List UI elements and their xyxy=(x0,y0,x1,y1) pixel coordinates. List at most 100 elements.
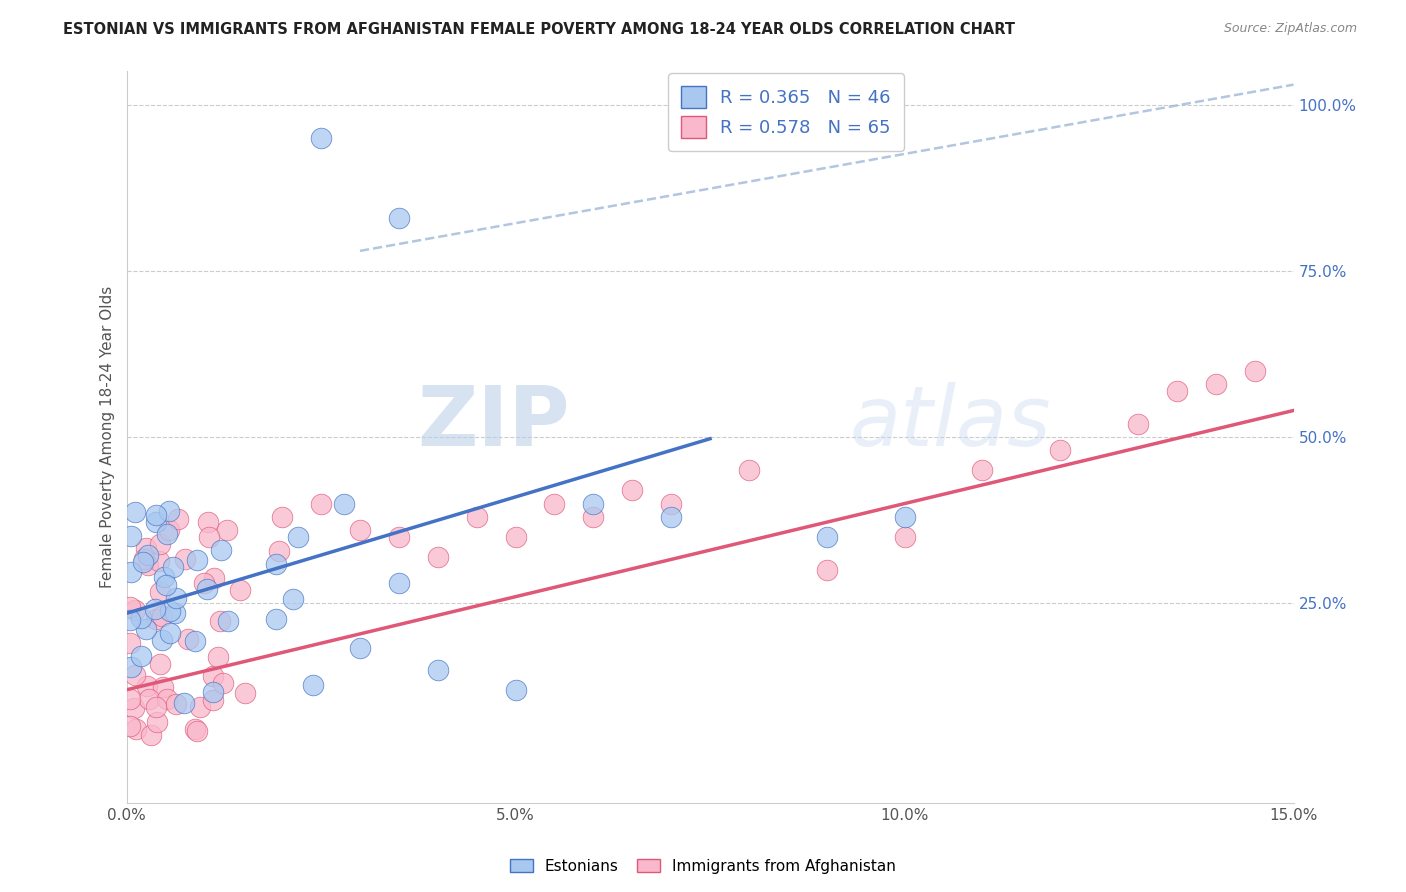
Point xyxy=(309,131,332,145)
Point xyxy=(146,715,169,730)
Point xyxy=(1049,443,1071,458)
Legend: Estonians, Immigrants from Afghanistan: Estonians, Immigrants from Afghanistan xyxy=(503,853,903,880)
Point xyxy=(893,509,915,524)
Y-axis label: Female Poverty Among 18-24 Year Olds: Female Poverty Among 18-24 Year Olds xyxy=(100,286,115,588)
Point xyxy=(1205,376,1227,391)
Point xyxy=(153,569,176,583)
Point xyxy=(202,669,225,683)
Point xyxy=(156,526,179,541)
Point xyxy=(349,640,371,655)
Point xyxy=(124,506,146,520)
Point xyxy=(131,611,153,625)
Text: Source: ZipAtlas.com: Source: ZipAtlas.com xyxy=(1223,22,1357,36)
Point xyxy=(738,463,761,477)
Point xyxy=(505,530,527,544)
Point xyxy=(135,541,157,556)
Point xyxy=(145,515,167,529)
Point xyxy=(197,530,219,544)
Point xyxy=(157,523,180,537)
Point xyxy=(136,558,159,572)
Point xyxy=(145,699,167,714)
Point xyxy=(148,554,170,568)
Point xyxy=(505,682,527,697)
Point xyxy=(426,663,449,677)
Point xyxy=(149,537,172,551)
Point xyxy=(186,552,208,566)
Point xyxy=(149,657,172,671)
Point xyxy=(302,678,325,692)
Point xyxy=(388,530,411,544)
Point xyxy=(815,530,838,544)
Point xyxy=(186,724,208,739)
Point xyxy=(156,692,179,706)
Point xyxy=(1126,417,1149,431)
Point xyxy=(152,680,174,694)
Point xyxy=(138,692,160,706)
Point xyxy=(139,727,162,741)
Text: ZIP: ZIP xyxy=(418,382,569,463)
Point xyxy=(150,608,173,623)
Point xyxy=(173,696,195,710)
Point xyxy=(388,211,411,225)
Point xyxy=(235,686,257,700)
Point xyxy=(157,503,180,517)
Text: ESTONIAN VS IMMIGRANTS FROM AFGHANISTAN FEMALE POVERTY AMONG 18-24 YEAR OLDS COR: ESTONIAN VS IMMIGRANTS FROM AFGHANISTAN … xyxy=(63,22,1015,37)
Point xyxy=(972,463,994,477)
Point xyxy=(159,625,181,640)
Point xyxy=(155,578,177,592)
Point xyxy=(120,635,142,649)
Point xyxy=(202,693,225,707)
Point xyxy=(134,552,156,566)
Point xyxy=(349,523,371,537)
Point xyxy=(287,530,309,544)
Legend: R = 0.365   N = 46, R = 0.578   N = 65: R = 0.365 N = 46, R = 0.578 N = 65 xyxy=(668,73,904,151)
Point xyxy=(582,509,605,524)
Point xyxy=(264,557,287,571)
Point xyxy=(193,576,215,591)
Point xyxy=(202,572,225,586)
Point xyxy=(122,701,145,715)
Point xyxy=(388,576,411,591)
Point xyxy=(177,632,200,647)
Point xyxy=(1166,384,1188,398)
Point xyxy=(229,583,252,598)
Point xyxy=(217,614,239,628)
Point xyxy=(264,612,287,626)
Point xyxy=(143,602,166,616)
Point xyxy=(120,692,142,706)
Point xyxy=(165,591,187,606)
Point xyxy=(135,622,157,636)
Point xyxy=(174,552,197,566)
Point xyxy=(659,497,682,511)
Point xyxy=(135,679,157,693)
Point xyxy=(145,508,167,522)
Point xyxy=(184,634,207,648)
Point xyxy=(163,606,186,620)
Point xyxy=(120,613,142,627)
Point xyxy=(281,591,304,606)
Point xyxy=(659,509,682,524)
Point xyxy=(165,697,187,711)
Point xyxy=(120,719,142,733)
Point xyxy=(125,722,148,736)
Point xyxy=(582,497,605,511)
Point xyxy=(159,605,181,619)
Point xyxy=(195,582,218,596)
Point xyxy=(184,722,207,736)
Point xyxy=(132,555,155,569)
Point xyxy=(129,649,152,664)
Point xyxy=(124,603,146,617)
Point xyxy=(145,612,167,626)
Point xyxy=(166,511,188,525)
Point xyxy=(333,497,356,511)
Point xyxy=(120,660,142,674)
Text: atlas: atlas xyxy=(851,382,1052,463)
Point xyxy=(215,523,238,537)
Point xyxy=(209,614,232,628)
Point xyxy=(201,685,224,699)
Point xyxy=(426,549,449,564)
Point xyxy=(188,700,211,714)
Point xyxy=(149,584,172,599)
Point xyxy=(543,497,565,511)
Point xyxy=(121,529,143,543)
